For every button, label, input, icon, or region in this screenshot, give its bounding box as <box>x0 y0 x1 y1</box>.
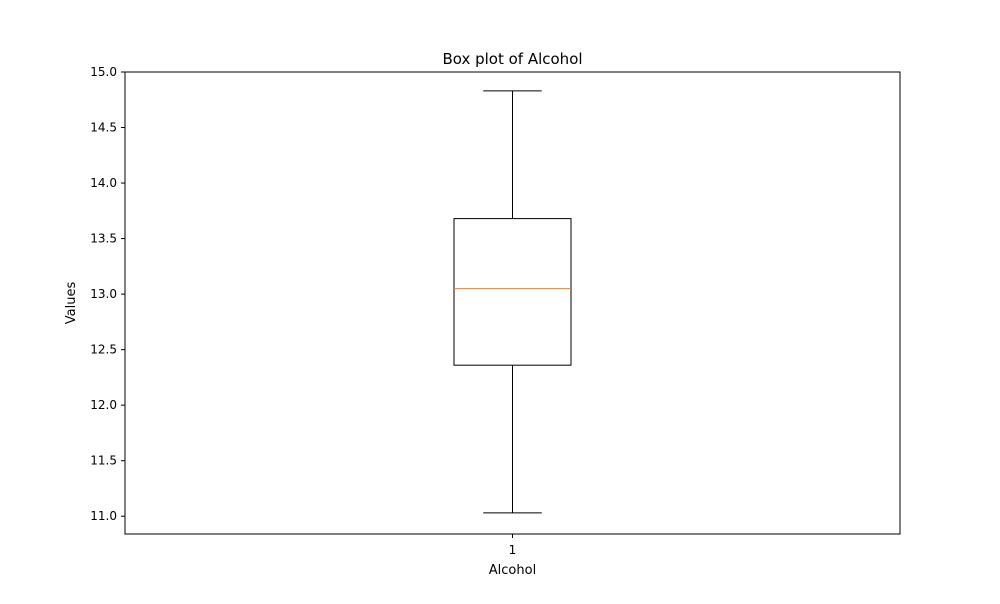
y-tick-label: 12.5 <box>90 343 117 357</box>
chart-title: Box plot of Alcohol <box>442 50 582 68</box>
y-axis-label: Values <box>64 282 79 325</box>
y-tick-label: 13.5 <box>90 232 117 246</box>
y-tick-label: 15.0 <box>90 65 117 79</box>
y-tick-label: 11.5 <box>90 454 117 468</box>
x-tick-label: 1 <box>509 543 517 557</box>
y-tick-label: 12.0 <box>90 398 117 412</box>
box-group <box>453 90 572 514</box>
x-axis-label: Alcohol <box>489 563 536 578</box>
y-tick-label: 14.0 <box>90 176 117 190</box>
box-series <box>453 90 572 514</box>
y-axis-ticks: 11.0 11.5 12.0 12.5 13.0 13.5 14.0 14.5 15.0 <box>90 65 125 523</box>
y-tick-label: 14.5 <box>90 121 117 135</box>
y-tick-label: 13.0 <box>90 287 117 301</box>
interquartile-box <box>453 218 572 366</box>
x-axis-ticks: 1 <box>509 534 517 557</box>
y-tick-label: 11.0 <box>90 509 117 523</box>
